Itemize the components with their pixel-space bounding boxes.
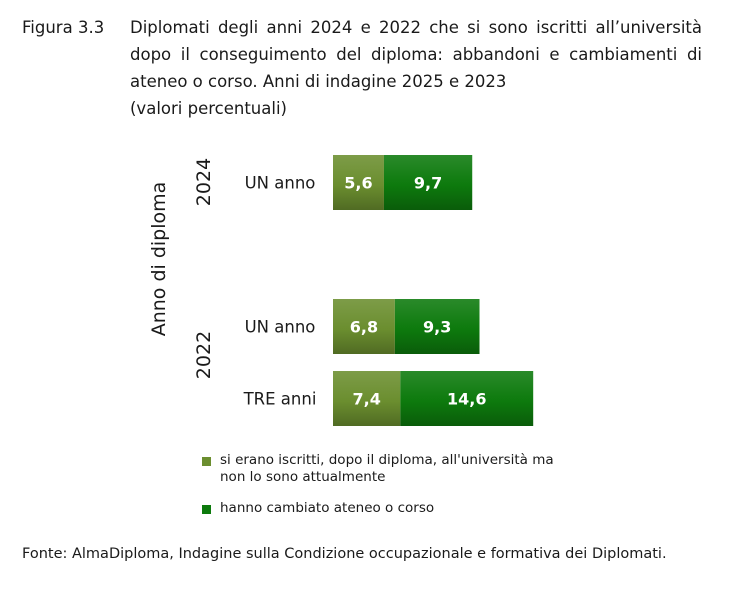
legend-swatch [202,505,211,514]
bar-segment [333,299,395,354]
data-label: 6,8 [350,318,378,337]
source-note: Fonte: AlmaDiploma, Indagine sulla Condi… [22,546,667,562]
category-label: TRE anni [243,390,317,409]
category-label: UN anno [245,174,316,193]
y-axis-title: Anno di diploma [148,182,170,337]
bar-segment [383,155,473,210]
figure-label: Figura 3.3 [22,18,105,37]
data-label: 9,7 [414,174,442,193]
bar-segment [333,155,384,210]
group-label: 2022 [193,331,215,379]
figure-subtitle: (valori percentuali) [130,99,287,118]
legend-swatch [202,457,211,466]
chart-legend: si erano iscritti, dopo il diploma, all'… [202,452,580,531]
bar-segment [400,371,534,426]
figure-title-text: Diplomati degli anni 2024 e 2022 che si … [130,18,702,91]
figure-title: Diplomati degli anni 2024 e 2022 che si … [130,14,702,122]
bar-segment [333,371,401,426]
legend-item: hanno cambiato ateneo o corso [202,500,580,517]
legend-label: si erano iscritti, dopo il diploma, all'… [220,452,554,485]
legend-label: hanno cambiato ateneo o corso [220,500,435,516]
legend-item: si erano iscritti, dopo il diploma, all'… [202,452,580,486]
group-label: 2024 [193,158,215,206]
bar-segment [394,299,480,354]
stacked-bar-chart: Anno di diploma 2024 2022 UN anno 5,6 9,7 UN a… [148,155,534,426]
data-label: 5,6 [344,174,372,193]
data-label: 9,3 [423,318,451,337]
category-label: UN anno [245,318,316,337]
data-label: 7,4 [352,390,380,409]
data-label: 14,6 [447,390,486,409]
